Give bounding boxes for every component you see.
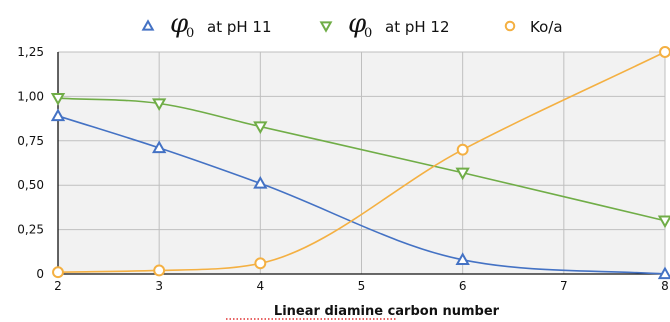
data-point-0-1 [151,140,167,154]
x-tick-label: 4 [257,279,265,293]
legend-phi-symbol: φ [170,9,189,39]
data-point-2-1 [153,264,166,277]
y-tick-label: 0,25 [17,223,44,237]
x-tick-label: 7 [560,279,568,293]
data-point-1-0 [50,93,66,106]
y-tick-label: 0 [36,267,44,281]
y-tick-label: 0,50 [17,178,44,192]
series-line-1 [57,97,666,222]
y-tick-label: 1,00 [17,89,44,103]
data-point-1-2 [253,121,268,135]
data-point-2-0 [52,266,64,279]
series-0 [50,108,670,280]
data-point-1-4 [657,215,670,229]
legend-phi-symbol: φ [348,9,367,39]
data-point-0-3 [455,252,470,265]
legend-label-0: at pH 11 [207,18,272,36]
y-tick-label: 0,75 [17,134,44,148]
legend-label-1: at pH 12 [385,18,450,36]
data-point-0-0 [50,108,66,122]
legend-marker-2 [504,20,516,32]
data-point-1-3 [455,167,470,181]
series-line-2 [57,51,666,274]
series-line-0 [57,115,666,275]
data-point-0-4 [657,266,670,280]
x-axis-title: Linear diamine carbon number [274,304,500,319]
series-2 [52,46,670,279]
x-tick-label: 6 [459,279,467,293]
x-tick-label: 2 [54,279,62,293]
x-tick-label: 5 [358,279,366,293]
legend-marker-1 [319,21,333,33]
data-point-2-3 [456,143,469,156]
legend: φ0 at pH 11 φ0 at pH 12 Ko/a [141,9,563,41]
legend-marker-0 [141,19,155,31]
data-point-2-4 [659,46,670,58]
legend-phi-subscript: 0 [364,26,372,41]
legend-label-2: Ko/a [530,18,563,36]
x-tick-label: 8 [661,279,669,293]
series-1 [50,93,670,229]
data-point-1-1 [151,98,167,111]
data-point-2-2 [254,257,267,270]
y-tick-label: 1,25 [17,45,44,59]
data-point-0-2 [253,175,268,189]
x-tick-label: 3 [155,279,163,293]
legend-phi-subscript: 0 [186,26,194,41]
